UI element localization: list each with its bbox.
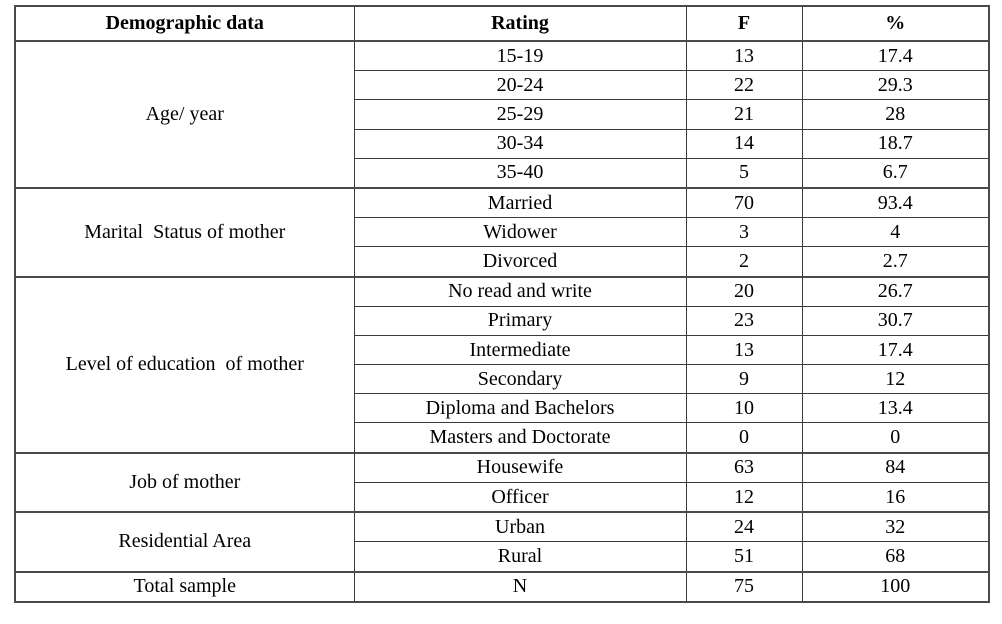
header-demographic-data: Demographic data: [14, 5, 355, 42]
group-label-cell: Residential Area: [14, 511, 355, 573]
table-row: 25-29 21 28: [15, 99, 990, 130]
percent-cell: 0: [801, 422, 990, 454]
table-row: 20-24 22 29.3: [15, 70, 990, 101]
table-header: Demographic data Rating F %: [14, 5, 990, 42]
header-percent: %: [801, 5, 990, 42]
table-row: Level of education of mother No read and …: [14, 275, 990, 454]
rating-cell: 35-40: [353, 157, 687, 189]
table-row: Primary 23 30.7: [15, 305, 990, 336]
group-label-cell: Total sample: [14, 570, 355, 603]
frequency-cell: 0: [685, 422, 803, 454]
percent-cell: 18.7: [801, 128, 990, 159]
header-row: Demographic data Rating F %: [14, 5, 990, 42]
table-row: Secondary 9 12: [15, 364, 990, 395]
frequency-cell: 75: [685, 570, 803, 603]
table-row: 35-40 5 6.7: [15, 157, 990, 189]
frequency-cell: 2: [685, 246, 803, 278]
rating-cell: Diploma and Bachelors: [353, 393, 687, 424]
frequency-cell: 23: [685, 305, 803, 336]
frequency-cell: 3: [685, 217, 803, 248]
header-frequency: F: [685, 5, 803, 42]
group-label-cell: Marital Status of mother: [14, 186, 355, 278]
rating-cell: 30-34: [353, 128, 687, 159]
table-row: Divorced 2 2.7: [15, 246, 990, 278]
percent-cell: 13.4: [801, 393, 990, 424]
table-row: Officer 12 16: [15, 481, 990, 513]
rating-cell: Intermediate: [353, 334, 687, 366]
table-row: 30-34 14 18.7: [15, 128, 990, 159]
frequency-cell: 20: [685, 275, 803, 307]
table-row: Total sample N 75 100: [14, 570, 990, 603]
rating-cell: Housewife: [353, 451, 687, 483]
percent-cell: 17.4: [801, 40, 990, 72]
rating-cell: Rural: [353, 541, 687, 573]
table-row: Intermediate 13 17.4: [15, 334, 990, 366]
table-row: Residential Area Urban 24 32: [14, 511, 990, 573]
percent-cell: 17.4: [801, 334, 990, 366]
rating-cell: Married: [353, 186, 687, 219]
group-label-cell: Level of education of mother: [14, 275, 355, 454]
group-label-cell: Age/ year: [14, 40, 355, 189]
frequency-cell: 9: [685, 364, 803, 395]
frequency-cell: 10: [685, 393, 803, 424]
percent-cell: 6.7: [801, 157, 990, 189]
header-rating: Rating: [353, 5, 687, 42]
rating-cell: Divorced: [353, 246, 687, 278]
frequency-cell: 22: [685, 70, 803, 101]
rating-cell: 20-24: [353, 70, 687, 101]
rating-cell: Widower: [353, 217, 687, 248]
frequency-cell: 5: [685, 157, 803, 189]
frequency-cell: 13: [685, 334, 803, 366]
rating-cell: Officer: [353, 481, 687, 513]
percent-cell: 68: [801, 541, 990, 573]
percent-cell: 2.7: [801, 246, 990, 278]
rating-cell: Urban: [353, 511, 687, 543]
table-row: Diploma and Bachelors 10 13.4: [15, 393, 990, 424]
table-row: Job of mother Housewife 63 84: [14, 451, 990, 513]
frequency-cell: 13: [685, 40, 803, 72]
percent-cell: 32: [801, 511, 990, 543]
percent-cell: 28: [801, 99, 990, 130]
table-body: Age/ year 15-19 13 17.4 20-24 22 29.3 25-29 21 28…: [14, 40, 990, 603]
rating-cell: 15-19: [353, 40, 687, 72]
table-row: Age/ year 15-19 13 17.4: [14, 40, 990, 189]
frequency-cell: 14: [685, 128, 803, 159]
table-row: Widower 3 4: [15, 217, 990, 248]
frequency-cell: 63: [685, 451, 803, 483]
frequency-cell: 21: [685, 99, 803, 130]
percent-cell: 16: [801, 481, 990, 513]
rating-cell: Masters and Doctorate: [353, 422, 687, 454]
rating-cell: Secondary: [353, 364, 687, 395]
percent-cell: 93.4: [801, 186, 990, 219]
percent-cell: 100: [801, 570, 990, 603]
percent-cell: 84: [801, 451, 990, 483]
percent-cell: 4: [801, 217, 990, 248]
rating-cell: 25-29: [353, 99, 687, 130]
rating-cell: No read and write: [353, 275, 687, 307]
percent-cell: 26.7: [801, 275, 990, 307]
percent-cell: 29.3: [801, 70, 990, 101]
table-row: Marital Status of mother Married 70 93.4: [14, 186, 990, 278]
percent-cell: 30.7: [801, 305, 990, 336]
group-label-cell: Job of mother: [14, 451, 355, 513]
frequency-cell: 51: [685, 541, 803, 573]
frequency-cell: 70: [685, 186, 803, 219]
rating-cell: N: [353, 570, 687, 603]
rating-cell: Primary: [353, 305, 687, 336]
frequency-cell: 24: [685, 511, 803, 543]
percent-cell: 12: [801, 364, 990, 395]
demographics-table: Demographic data Rating F % Age/ year 15-…: [14, 5, 990, 603]
frequency-cell: 12: [685, 481, 803, 513]
